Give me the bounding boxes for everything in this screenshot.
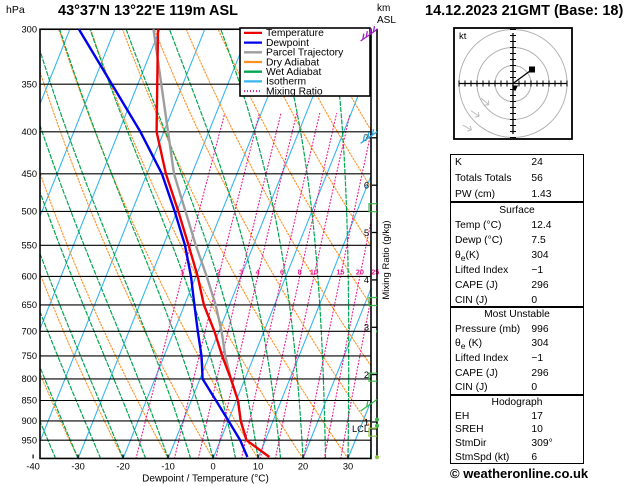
svg-text:550: 550 xyxy=(21,241,37,251)
svg-text:450: 450 xyxy=(21,169,37,179)
svg-text:2: 2 xyxy=(217,267,221,276)
svg-text:300: 300 xyxy=(21,25,37,35)
svg-text:0: 0 xyxy=(211,462,216,472)
svg-text:1: 1 xyxy=(180,267,184,276)
svg-text:20: 20 xyxy=(356,267,364,276)
svg-text:Mixing Ratio (g/kg): Mixing Ratio (g/kg) xyxy=(381,220,392,299)
svg-text:3: 3 xyxy=(239,267,243,276)
svg-text:20: 20 xyxy=(298,462,308,472)
svg-text:700: 700 xyxy=(21,327,37,337)
svg-text:6: 6 xyxy=(280,267,284,276)
svg-text:-40: -40 xyxy=(26,462,39,472)
svg-text:8: 8 xyxy=(298,267,302,276)
svg-text:900: 900 xyxy=(21,416,37,426)
svg-text:14.12.2023 21GMT (Base: 18): 14.12.2023 21GMT (Base: 18) xyxy=(425,3,623,19)
svg-text:2: 2 xyxy=(364,370,369,380)
svg-text:-10: -10 xyxy=(161,462,174,472)
svg-text:10: 10 xyxy=(310,267,318,276)
svg-text:800: 800 xyxy=(21,374,37,384)
svg-text:6: 6 xyxy=(364,181,369,191)
svg-text:43°37'N 13°22'E 119m ASL: 43°37'N 13°22'E 119m ASL xyxy=(58,3,238,19)
svg-text:400: 400 xyxy=(21,127,37,137)
svg-text:-20: -20 xyxy=(116,462,129,472)
svg-text:© weatheronline.co.uk: © weatheronline.co.uk xyxy=(450,466,589,481)
svg-text:750: 750 xyxy=(21,351,37,361)
svg-text:30: 30 xyxy=(343,462,353,472)
svg-text:500: 500 xyxy=(21,207,37,217)
svg-text:4: 4 xyxy=(364,275,369,285)
svg-text:-30: -30 xyxy=(71,462,84,472)
svg-text:15: 15 xyxy=(336,267,344,276)
svg-text:ASL: ASL xyxy=(377,15,396,26)
svg-text:Dewpoint / Temperature (°C): Dewpoint / Temperature (°C) xyxy=(142,474,269,485)
svg-text:hPa: hPa xyxy=(6,4,25,16)
svg-text:3: 3 xyxy=(364,323,369,333)
svg-text:350: 350 xyxy=(21,79,37,89)
svg-text:5: 5 xyxy=(364,228,369,238)
svg-text:850: 850 xyxy=(21,396,37,406)
svg-text:650: 650 xyxy=(21,300,37,310)
svg-text:10: 10 xyxy=(253,462,263,472)
svg-text:950: 950 xyxy=(21,435,37,445)
svg-text:25: 25 xyxy=(371,267,379,276)
svg-text:kt: kt xyxy=(459,31,467,42)
svg-text:600: 600 xyxy=(21,272,37,282)
svg-text:LCL: LCL xyxy=(352,424,369,434)
svg-text:km: km xyxy=(377,3,390,14)
svg-text:Mixing Ratio: Mixing Ratio xyxy=(266,86,323,97)
